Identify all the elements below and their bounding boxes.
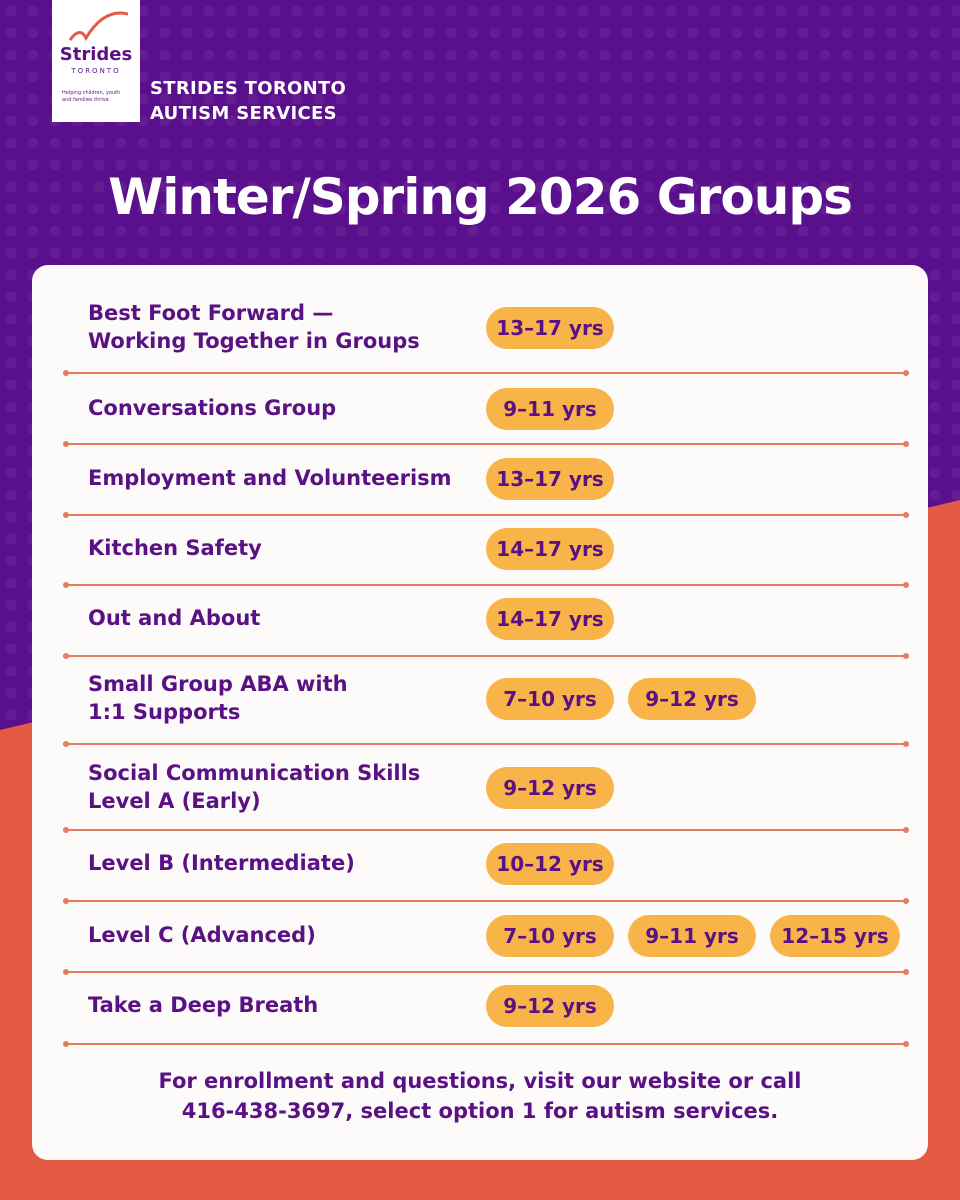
group-name: Out and About	[88, 606, 261, 630]
divider-dot	[903, 441, 909, 447]
divider	[66, 372, 906, 374]
logo-city: TORONTO	[71, 67, 121, 75]
age-pill: 7–10 yrs	[486, 678, 614, 720]
age-pill: 9–12 yrs	[486, 767, 614, 809]
divider-dot	[63, 653, 69, 659]
age-pill: 12–15 yrs	[770, 915, 900, 957]
org-name: AUTISM SERVICES	[150, 103, 337, 124]
age-pill: 14–17 yrs	[486, 598, 614, 640]
divider	[66, 1043, 906, 1045]
footer-text: 416-438-3697, select option 1 for autism…	[181, 1099, 779, 1123]
group-name: Level C (Advanced)	[88, 923, 316, 947]
age-pill: 9–12 yrs	[486, 985, 614, 1027]
divider-dot	[63, 1041, 69, 1047]
logo-tagline: and families thrive	[62, 97, 109, 103]
group-name: Employment and Volunteerism	[88, 466, 452, 490]
logo-swoosh	[68, 11, 129, 42]
divider	[66, 743, 906, 745]
divider-dot	[903, 653, 909, 659]
group-name: Level A (Early)	[88, 789, 261, 813]
divider	[66, 900, 906, 902]
divider-dot	[63, 898, 69, 904]
age-pill: 13–17 yrs	[486, 458, 614, 500]
divider-dot	[63, 512, 69, 518]
age-pill: 9–11 yrs	[628, 915, 756, 957]
divider-dot	[63, 741, 69, 747]
group-name: Best Foot Forward —	[88, 301, 334, 325]
divider-dot	[63, 582, 69, 588]
group-name: Conversations Group	[88, 396, 337, 420]
divider-dot	[903, 1041, 909, 1047]
group-name: Take a Deep Breath	[88, 993, 319, 1017]
age-pill: 7–10 yrs	[486, 915, 614, 957]
divider-dot	[903, 969, 909, 975]
card	[32, 265, 928, 1160]
divider-dot	[903, 741, 909, 747]
age-pill: 9–12 yrs	[628, 678, 756, 720]
age-pill: 9–11 yrs	[486, 388, 614, 430]
group-name: Working Together in Groups	[88, 329, 420, 353]
org-name: STRIDES TORONTO	[150, 78, 347, 99]
divider	[66, 443, 906, 445]
divider-dot	[903, 582, 909, 588]
group-name: Level B (Intermediate)	[88, 851, 355, 875]
age-pill: 13–17 yrs	[486, 307, 614, 349]
divider-dot	[63, 441, 69, 447]
logo-name: Strides	[59, 44, 133, 65]
logo-box: Strides TORONTO Helping children, youth …	[52, 0, 140, 122]
title: Winter/Spring 2026 Groups	[108, 168, 853, 226]
divider-dot	[63, 827, 69, 833]
age-pill: 10–12 yrs	[486, 843, 614, 885]
divider-dot	[903, 512, 909, 518]
footer-text: For enrollment and questions, visit our …	[158, 1069, 802, 1093]
divider-dot	[903, 827, 909, 833]
divider	[66, 584, 906, 586]
group-name: Kitchen Safety	[88, 536, 262, 560]
divider	[66, 514, 906, 516]
divider-dot	[903, 370, 909, 376]
group-name: Social Communication Skills	[88, 761, 421, 785]
group-name: 1:1 Supports	[88, 700, 241, 724]
age-pill: 14–17 yrs	[486, 528, 614, 570]
divider-dot	[63, 370, 69, 376]
divider	[66, 829, 906, 831]
divider	[66, 655, 906, 657]
divider-dot	[63, 969, 69, 975]
divider	[66, 971, 906, 973]
group-name: Small Group ABA with	[88, 672, 348, 696]
divider-dot	[903, 898, 909, 904]
logo-tagline: Helping children, youth	[62, 90, 121, 96]
